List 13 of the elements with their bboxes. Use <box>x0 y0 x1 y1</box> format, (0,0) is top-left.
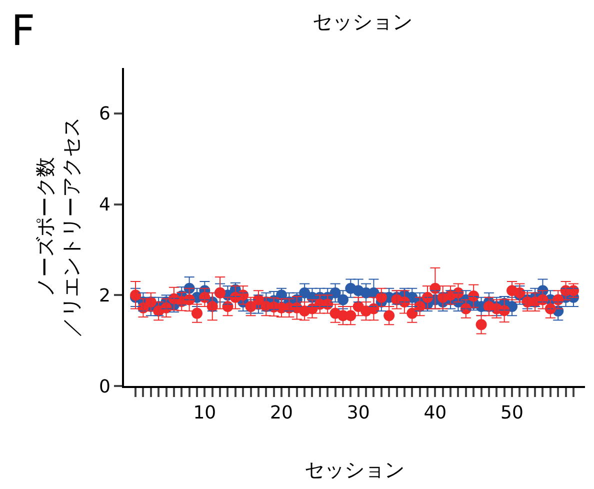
y-tick-label: 2 <box>98 285 110 306</box>
y-axis-title: ノーズポーク数／リエントリーアクセス <box>32 117 83 337</box>
y-tick-label: 4 <box>98 194 110 216</box>
x-tick-label: 50 <box>500 402 524 424</box>
chart-title: セッション <box>312 10 412 34</box>
x-tick-label: 40 <box>424 402 447 424</box>
text: F <box>11 6 36 55</box>
x-tick-label: 10 <box>193 402 216 424</box>
x-axis-title: セッション <box>304 458 404 482</box>
x-tick-label: 30 <box>346 402 370 424</box>
x-tick-label: 20 <box>270 402 293 424</box>
y-tick-label: 0 <box>98 376 110 398</box>
y-tick-label: 6 <box>98 104 110 125</box>
